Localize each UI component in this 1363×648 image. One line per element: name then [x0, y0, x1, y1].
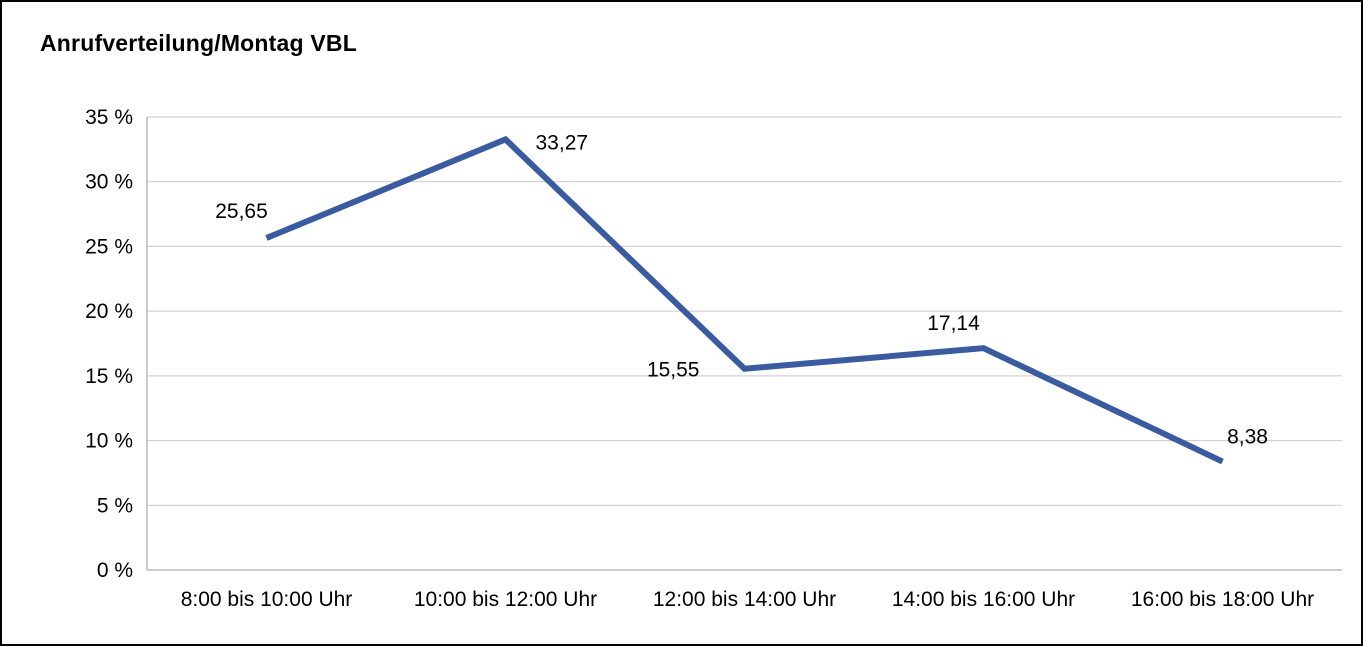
data-line: [265, 135, 1224, 465]
y-tick-label: 30 %: [85, 171, 133, 194]
x-category-label: 10:00 bis 12:00 Uhr: [414, 588, 597, 611]
y-tick-label: 20 %: [85, 300, 133, 323]
data-label: 25,65: [215, 200, 268, 223]
x-category-label: 12:00 bis 14:00 Uhr: [653, 588, 836, 611]
data-label: 8,38: [1227, 426, 1268, 449]
data-label: 15,55: [647, 359, 700, 382]
y-tick-label: 0 %: [97, 559, 133, 582]
y-tick-label: 15 %: [85, 365, 133, 388]
x-category-labels: 8:00 bis 10:00 Uhr 10:00 bis 12:00 Uhr 12:…: [181, 588, 1314, 611]
gridlines: [147, 116, 1342, 506]
x-category-label: 16:00 bis 18:00 Uhr: [1131, 588, 1314, 611]
y-tick-label: 35 %: [85, 106, 133, 129]
x-category-label: 14:00 bis 16:00 Uhr: [892, 588, 1075, 611]
data-labels: 25,65 33,27 15,55 17,14 8,38: [215, 131, 1268, 448]
y-tick-label: 10 %: [85, 430, 133, 453]
y-tick-label: 25 %: [85, 235, 133, 258]
y-tick-labels: 0 % 5 % 10 % 15 % 20 % 25 % 30 % 35 %: [85, 106, 133, 582]
chart-title: Anrufverteilung/Montag VBL: [40, 30, 357, 56]
x-category-label: 8:00 bis 10:00 Uhr: [181, 588, 353, 611]
y-tick-label: 5 %: [97, 494, 133, 517]
data-label: 33,27: [536, 131, 589, 154]
data-label: 17,14: [927, 312, 980, 335]
